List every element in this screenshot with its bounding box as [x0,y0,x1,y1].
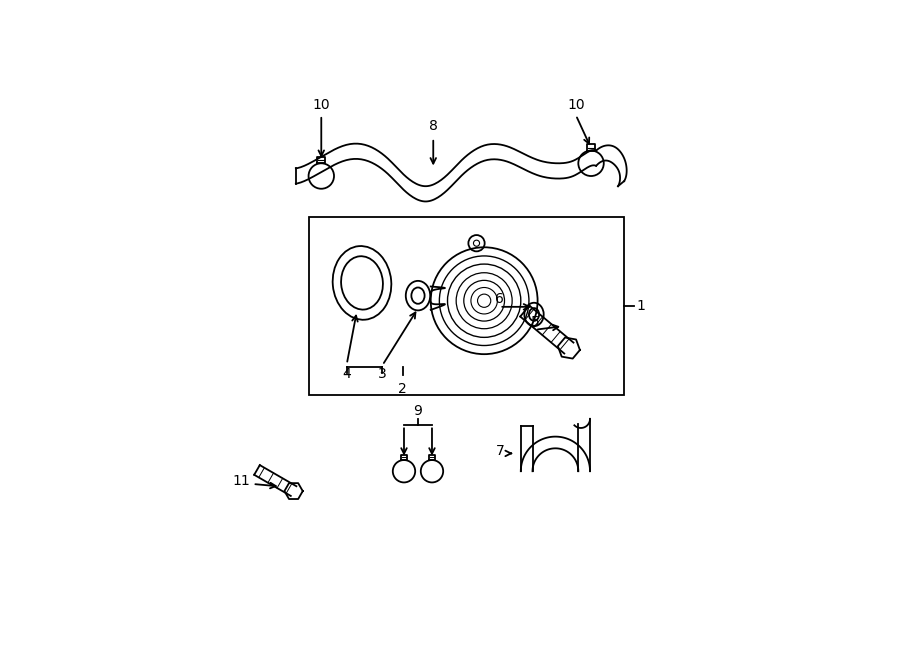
Text: 10: 10 [567,98,585,112]
Bar [309,217,624,395]
Text: 1: 1 [637,299,645,313]
Text: 7: 7 [496,444,505,458]
Text: 5: 5 [531,315,539,329]
Text: 3: 3 [378,367,387,381]
Text: 4: 4 [342,367,351,381]
Text: 6: 6 [495,292,504,306]
Text: 10: 10 [312,98,330,112]
Text: 9: 9 [414,404,422,418]
Text: 11: 11 [232,475,250,488]
Text: 2: 2 [399,382,407,396]
Text: 8: 8 [428,119,437,133]
